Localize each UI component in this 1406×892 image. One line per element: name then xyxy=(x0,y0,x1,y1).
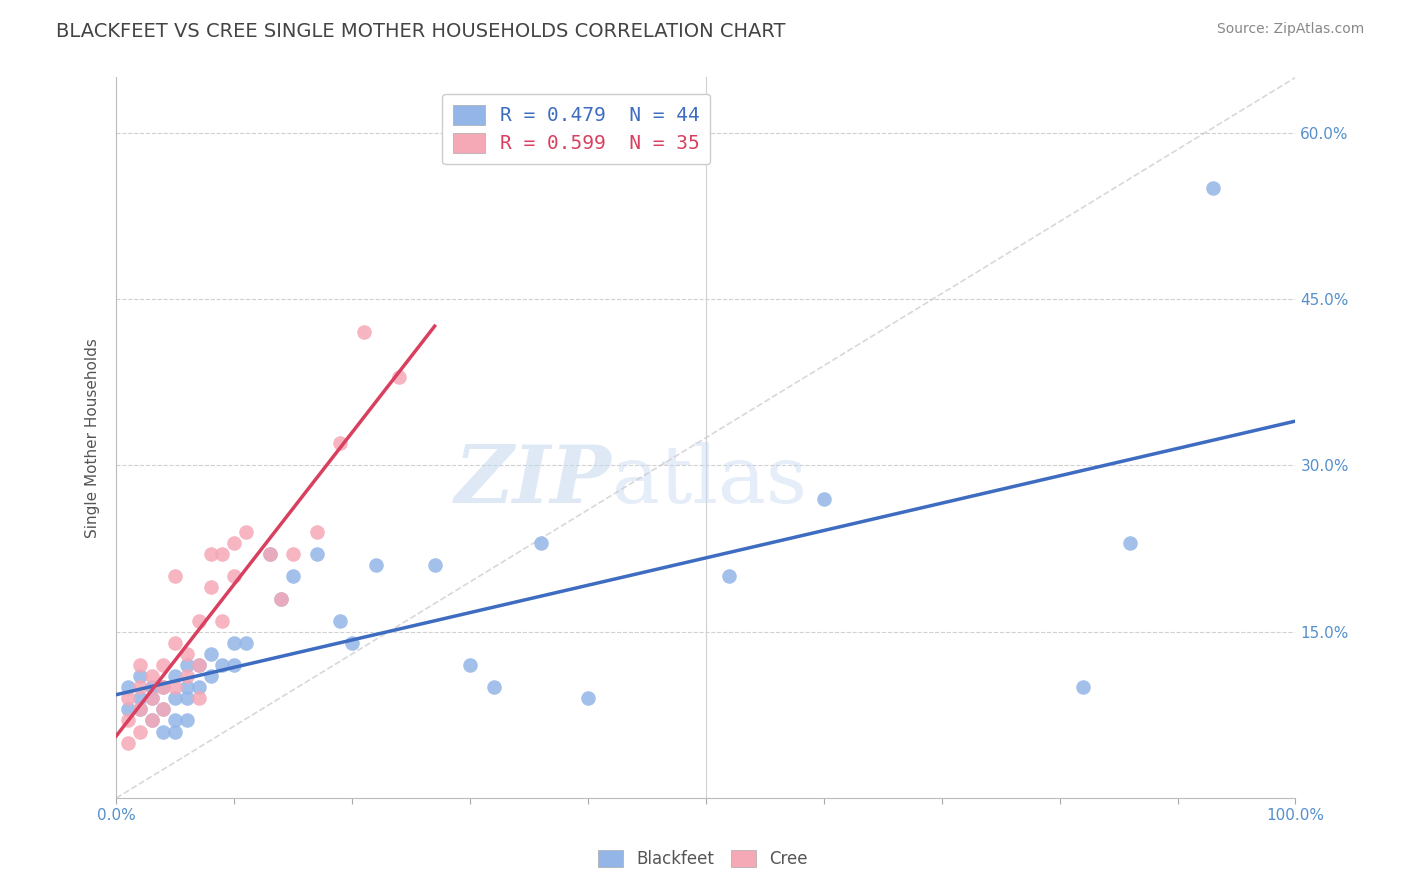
Point xyxy=(152,658,174,673)
Point xyxy=(224,569,246,583)
Point xyxy=(128,691,150,706)
Point xyxy=(117,736,139,750)
Point xyxy=(211,614,233,628)
Point xyxy=(329,436,352,450)
Point xyxy=(141,669,163,683)
Point xyxy=(458,658,481,673)
Point xyxy=(200,669,222,683)
Point xyxy=(353,326,375,340)
Point xyxy=(117,691,139,706)
Point xyxy=(165,636,187,650)
Point xyxy=(340,636,363,650)
Point xyxy=(281,547,304,561)
Point xyxy=(235,524,257,539)
Text: Source: ZipAtlas.com: Source: ZipAtlas.com xyxy=(1216,22,1364,37)
Point xyxy=(423,558,446,573)
Text: ZIP: ZIP xyxy=(454,442,612,520)
Point xyxy=(128,669,150,683)
Point xyxy=(235,636,257,650)
Point xyxy=(141,714,163,728)
Point xyxy=(165,669,187,683)
Point xyxy=(141,691,163,706)
Point xyxy=(224,536,246,550)
Point xyxy=(211,547,233,561)
Point xyxy=(1119,536,1142,550)
Point xyxy=(141,714,163,728)
Point xyxy=(718,569,741,583)
Point xyxy=(259,547,281,561)
Legend: R = 0.479  N = 44, R = 0.599  N = 35: R = 0.479 N = 44, R = 0.599 N = 35 xyxy=(441,94,710,164)
Point xyxy=(388,369,411,384)
Point xyxy=(176,647,198,661)
Point xyxy=(270,591,292,606)
Point xyxy=(305,524,328,539)
Point xyxy=(141,680,163,694)
Point xyxy=(165,680,187,694)
Point xyxy=(187,691,209,706)
Point xyxy=(1071,680,1094,694)
Point xyxy=(270,591,292,606)
Point xyxy=(165,724,187,739)
Point xyxy=(152,702,174,716)
Point xyxy=(364,558,387,573)
Point xyxy=(224,636,246,650)
Legend: Blackfeet, Cree: Blackfeet, Cree xyxy=(592,843,814,875)
Point xyxy=(187,658,209,673)
Point xyxy=(176,669,198,683)
Point xyxy=(176,658,198,673)
Point xyxy=(128,658,150,673)
Point xyxy=(152,680,174,694)
Point xyxy=(128,702,150,716)
Point xyxy=(165,714,187,728)
Point xyxy=(152,680,174,694)
Point xyxy=(117,702,139,716)
Point xyxy=(176,691,198,706)
Text: BLACKFEET VS CREE SINGLE MOTHER HOUSEHOLDS CORRELATION CHART: BLACKFEET VS CREE SINGLE MOTHER HOUSEHOL… xyxy=(56,22,786,41)
Point xyxy=(813,491,835,506)
Point xyxy=(128,724,150,739)
Point xyxy=(281,569,304,583)
Point xyxy=(117,680,139,694)
Point xyxy=(329,614,352,628)
Y-axis label: Single Mother Households: Single Mother Households xyxy=(86,338,100,538)
Point xyxy=(187,680,209,694)
Point xyxy=(576,691,599,706)
Point xyxy=(259,547,281,561)
Point xyxy=(128,702,150,716)
Point xyxy=(200,547,222,561)
Point xyxy=(211,658,233,673)
Point xyxy=(200,647,222,661)
Point xyxy=(224,658,246,673)
Text: atlas: atlas xyxy=(612,442,807,520)
Point xyxy=(152,724,174,739)
Point xyxy=(152,702,174,716)
Point xyxy=(165,569,187,583)
Point xyxy=(176,680,198,694)
Point xyxy=(128,680,150,694)
Point xyxy=(176,714,198,728)
Point xyxy=(482,680,505,694)
Point xyxy=(187,614,209,628)
Point xyxy=(305,547,328,561)
Point xyxy=(141,691,163,706)
Point xyxy=(117,714,139,728)
Point xyxy=(165,691,187,706)
Point xyxy=(200,581,222,595)
Point xyxy=(187,658,209,673)
Point xyxy=(1202,181,1225,195)
Point xyxy=(530,536,553,550)
